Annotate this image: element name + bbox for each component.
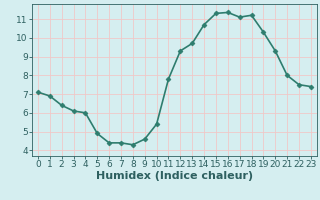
X-axis label: Humidex (Indice chaleur): Humidex (Indice chaleur) <box>96 171 253 181</box>
